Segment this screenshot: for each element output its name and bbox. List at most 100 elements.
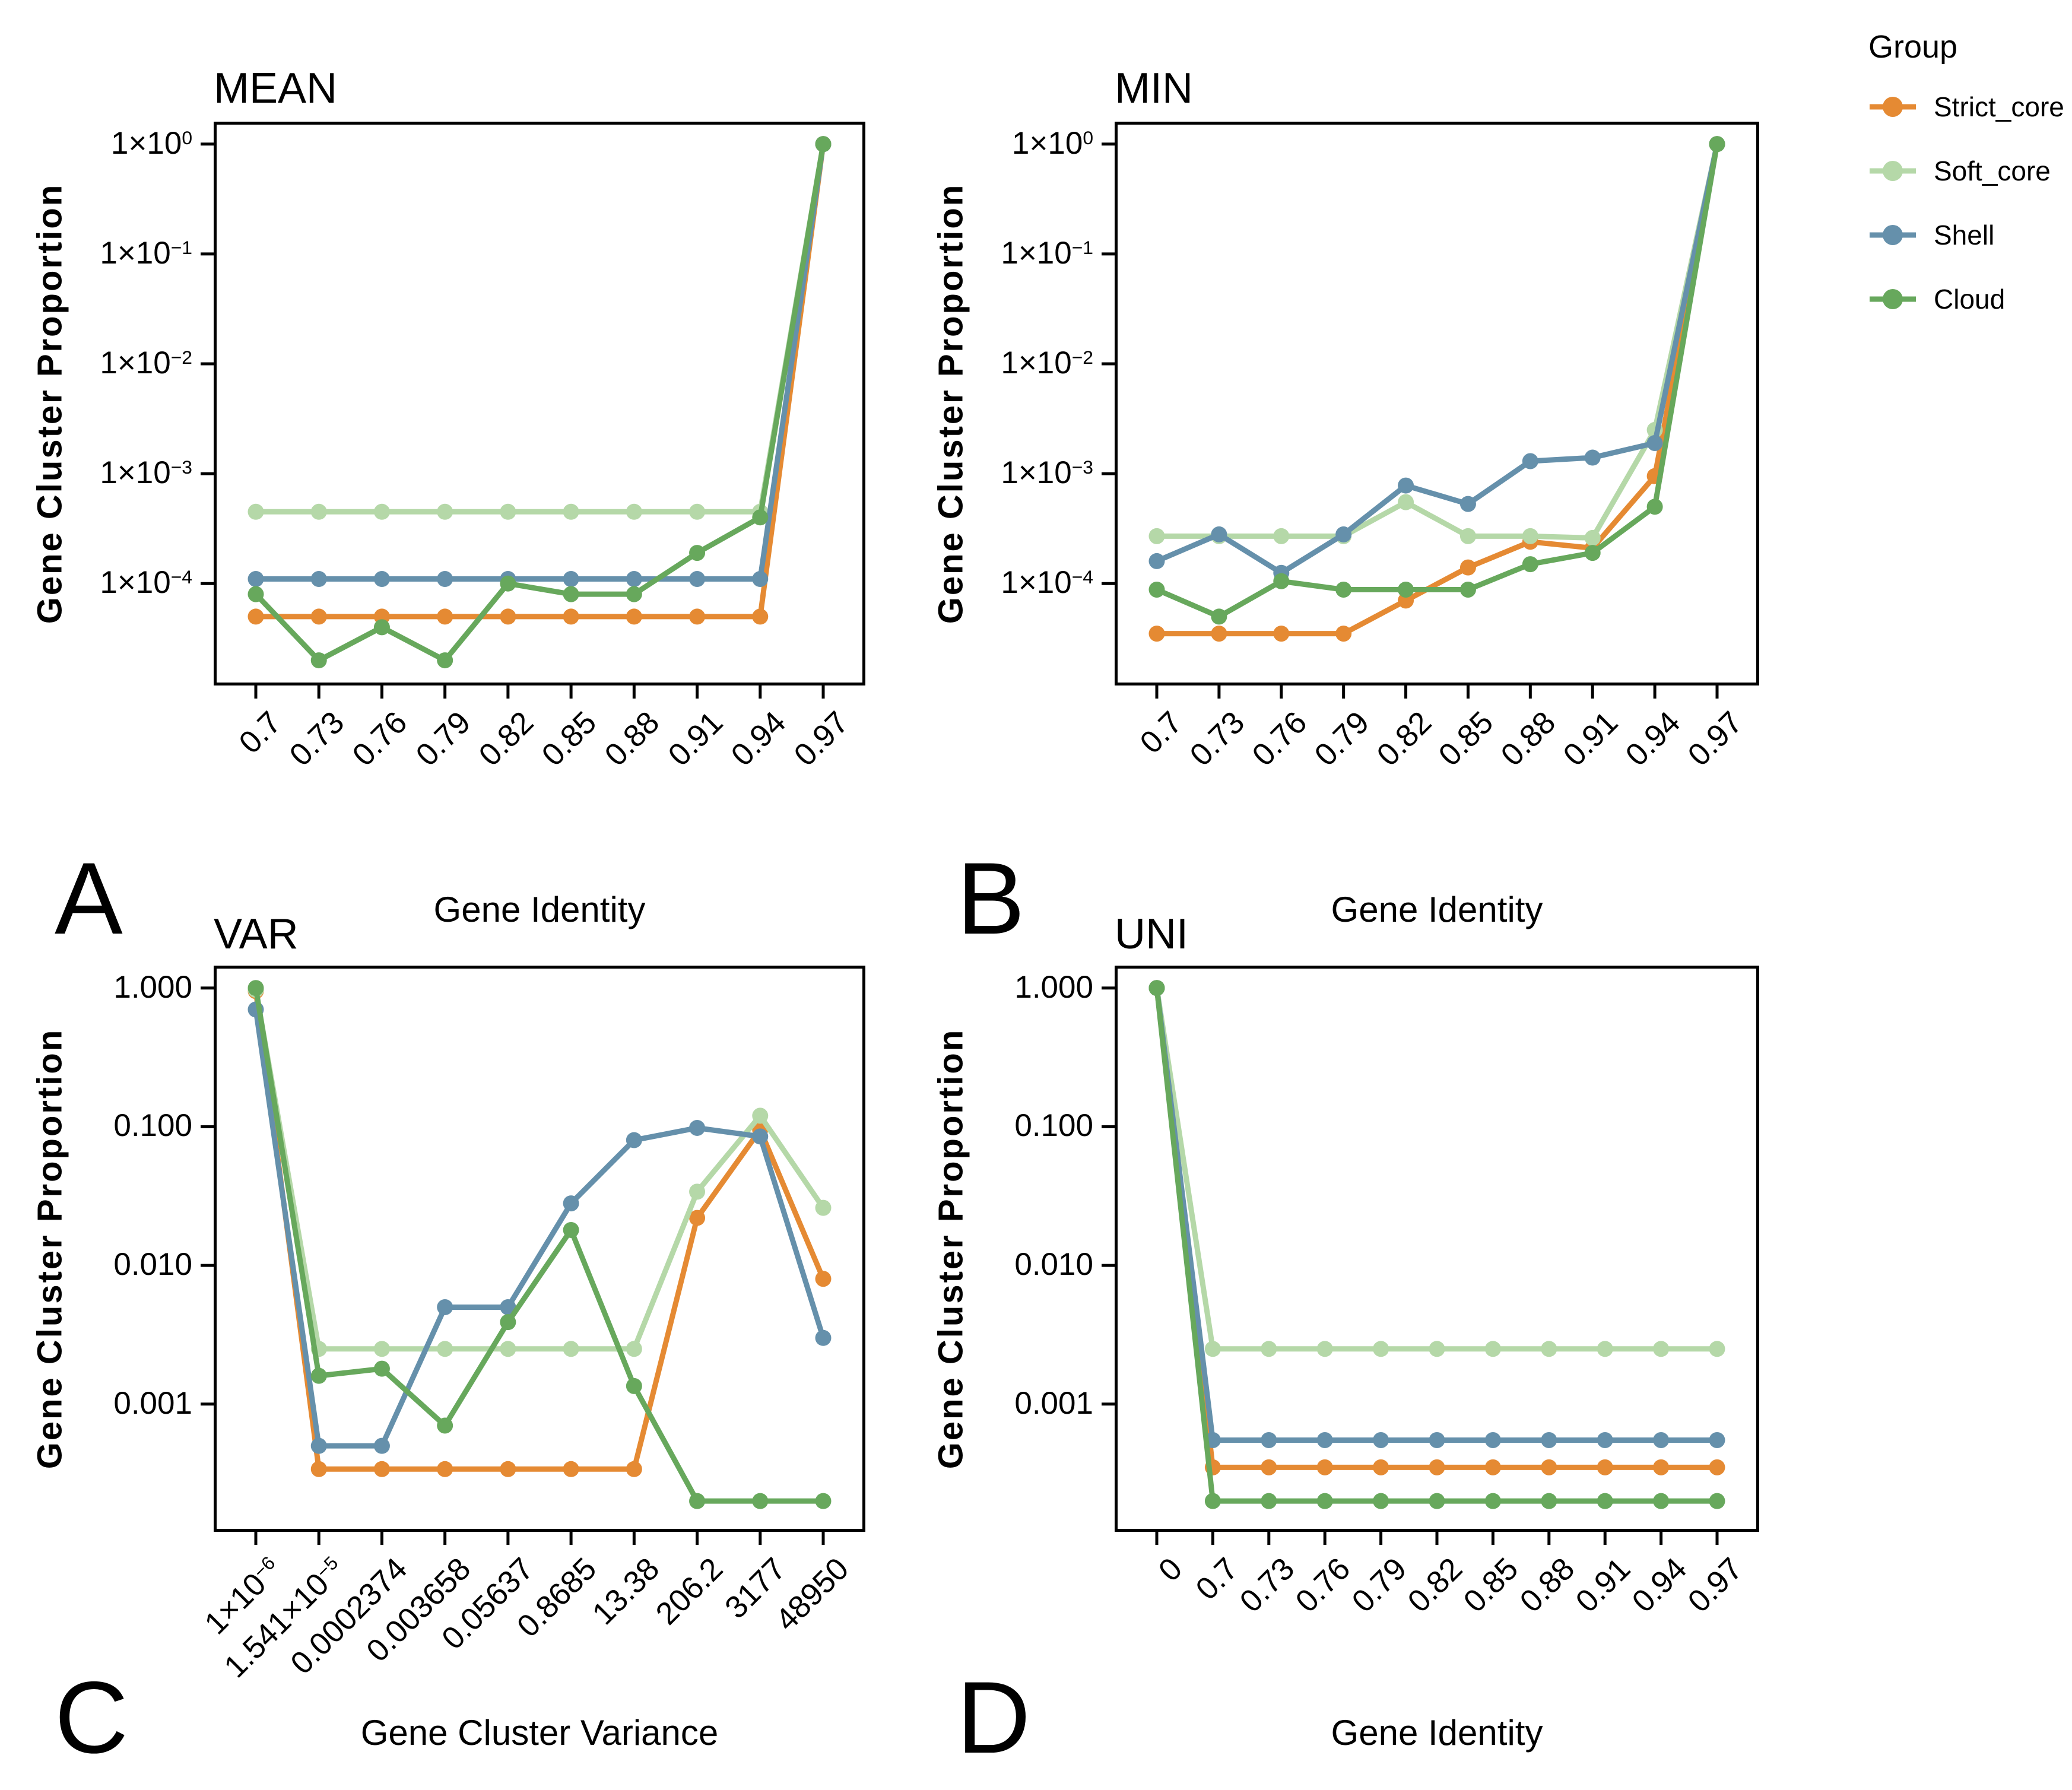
x-tick-label: 48950: [769, 1551, 856, 1638]
data-point: [1484, 1432, 1501, 1448]
data-point: [1709, 1432, 1725, 1448]
series-line: [253, 987, 826, 1352]
data-point: [1261, 1493, 1277, 1509]
data-point: [752, 1107, 769, 1124]
data-point: [1316, 1459, 1333, 1475]
x-tick-label: 0.73: [1233, 1551, 1302, 1620]
data-point: [310, 1437, 327, 1454]
data-point: [1204, 1341, 1221, 1357]
data-point: [1653, 1341, 1670, 1357]
legend-key-shell-icon: [1870, 225, 1916, 245]
data-point: [563, 571, 579, 588]
y-tick-label: 1×10−2: [1001, 345, 1093, 380]
plot-area-mean: [201, 122, 865, 699]
x-tick-label: 0.79: [409, 704, 477, 773]
data-point: [689, 608, 706, 625]
data-point: [248, 571, 264, 588]
panel-title-var: VAR: [214, 910, 299, 958]
data-point: [1273, 573, 1290, 589]
data-point: [1261, 1459, 1277, 1475]
data-point: [1597, 1459, 1613, 1475]
data-point: [500, 1314, 516, 1331]
data-point: [689, 1119, 706, 1136]
data-point: [310, 1367, 327, 1384]
legend-key-point: [1883, 225, 1903, 245]
legend-label-shell: Shell: [1934, 220, 1995, 250]
data-point: [500, 575, 516, 592]
data-point: [1584, 529, 1601, 546]
data-point: [1261, 1432, 1277, 1448]
data-point: [815, 136, 832, 153]
data-point: [248, 980, 264, 996]
data-point: [373, 1437, 390, 1454]
legend-label-strict_core: Strict_core: [1934, 91, 2064, 122]
x-tick-label: 206.2: [649, 1551, 729, 1632]
x-axis-label: Gene Identity: [1331, 890, 1543, 929]
series-line: [1154, 141, 1720, 637]
x-axis-label: Gene Identity: [433, 890, 646, 929]
data-point: [373, 503, 390, 520]
series-line: [1154, 985, 1720, 1470]
plot-area-var: [201, 966, 865, 1545]
x-tick-label: 0.94: [1625, 1551, 1693, 1620]
data-point: [1148, 581, 1165, 598]
data-point: [1148, 626, 1165, 642]
x-tick-label: 0.76: [1245, 704, 1314, 773]
data-point: [689, 1210, 706, 1226]
panel-letter-d: D: [957, 1661, 1031, 1775]
plot-area-uni: [1102, 966, 1759, 1545]
data-point: [1484, 1459, 1501, 1475]
y-tick-label: 1×10−3: [1001, 455, 1093, 491]
x-tick-label: 0.76: [346, 704, 414, 773]
data-point: [689, 571, 706, 588]
data-point: [563, 1221, 579, 1238]
data-point: [626, 571, 642, 588]
data-point: [752, 608, 769, 625]
y-tick-label: 0.001: [1014, 1385, 1093, 1421]
data-point: [1148, 528, 1165, 544]
legend-key-soft_core-icon: [1870, 161, 1916, 181]
series-shell: [1148, 980, 1725, 1448]
x-tick-label: 0.85: [1457, 1551, 1525, 1620]
data-point: [1541, 1432, 1557, 1448]
data-point: [1373, 1459, 1389, 1475]
data-point: [1204, 1493, 1221, 1509]
panel-border: [214, 122, 865, 685]
data-point: [1429, 1341, 1445, 1357]
data-point: [373, 571, 390, 588]
data-point: [1211, 608, 1227, 625]
data-point: [1541, 1493, 1557, 1509]
data-point: [1398, 477, 1414, 494]
x-tick-label: 0.97: [787, 704, 856, 773]
panel-title-uni: UNI: [1115, 910, 1188, 958]
legend-key-point: [1883, 289, 1903, 309]
data-point: [815, 1199, 832, 1216]
panel-title-min: MIN: [1115, 65, 1193, 112]
data-point: [1316, 1432, 1333, 1448]
data-point: [1541, 1459, 1557, 1475]
series-line: [253, 141, 826, 515]
y-tick-label: 1×10−1: [1001, 235, 1093, 271]
data-point: [1646, 434, 1663, 451]
data-point: [626, 1378, 642, 1394]
data-point: [815, 1329, 832, 1346]
data-point: [1398, 494, 1414, 510]
y-tick-label: 0.010: [113, 1247, 192, 1283]
x-tick-label: 0.91: [1569, 1551, 1638, 1620]
data-point: [815, 1271, 832, 1287]
data-point: [437, 608, 453, 625]
data-point: [563, 1195, 579, 1212]
data-point: [1459, 581, 1476, 598]
data-point: [1373, 1493, 1389, 1509]
panel-letter-b: B: [957, 842, 1025, 956]
x-axis-label: Gene Identity: [1331, 1713, 1543, 1753]
data-point: [1709, 136, 1725, 153]
data-point: [1429, 1432, 1445, 1448]
panel-letter-a: A: [55, 842, 123, 956]
series-strict_core: [248, 983, 832, 1477]
data-point: [373, 1461, 390, 1477]
x-tick-label: 0.88: [1494, 704, 1563, 773]
x-tick-label: 0.79: [1345, 1551, 1413, 1620]
data-point: [310, 652, 327, 669]
x-tick-label: 0.91: [661, 704, 729, 773]
